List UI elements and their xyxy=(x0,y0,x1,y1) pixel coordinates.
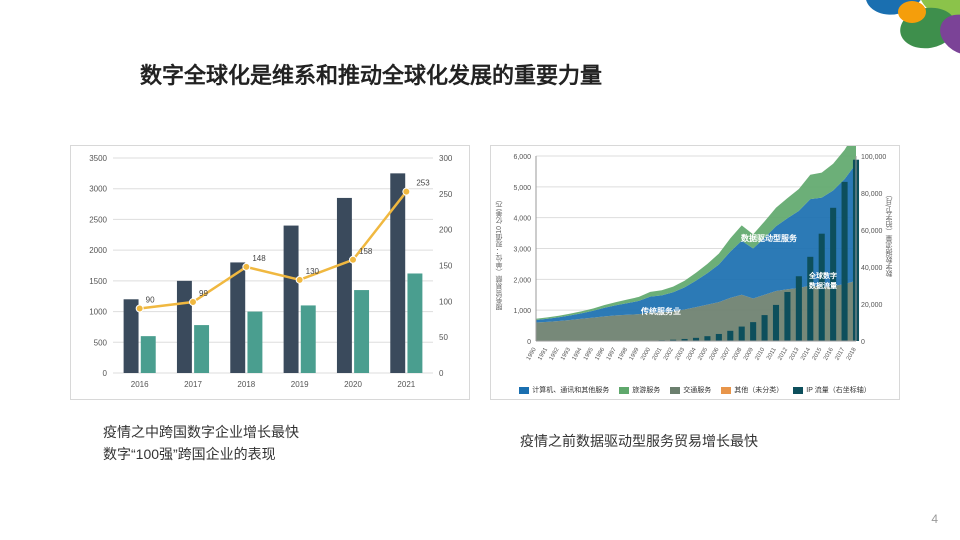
svg-text:2021: 2021 xyxy=(397,380,415,389)
right-chart-right-axis-label: 数字数据流量（拍字节/月） xyxy=(885,191,895,277)
svg-text:300: 300 xyxy=(439,154,453,163)
corner-decoration xyxy=(800,0,960,80)
svg-text:2003: 2003 xyxy=(674,346,686,361)
svg-text:2020: 2020 xyxy=(344,380,362,389)
svg-text:2005: 2005 xyxy=(697,346,709,361)
svg-text:20,000: 20,000 xyxy=(861,302,883,309)
left-chart: 0 500 1000 1500 2000 2500 3000 3500 0 50 100 150 200… xyxy=(70,145,470,400)
chart-area: 0500100015002000250030003500050100150200… xyxy=(70,145,900,400)
svg-text:1992: 1992 xyxy=(549,346,561,361)
svg-text:6,000: 6,000 xyxy=(513,154,531,161)
legend-item: 其他（未分类） xyxy=(721,385,783,395)
svg-text:2012: 2012 xyxy=(777,346,789,361)
svg-text:2009: 2009 xyxy=(743,346,755,361)
svg-text:80,000: 80,000 xyxy=(861,191,883,198)
legend-item: 计算机、通讯和其他服务 xyxy=(519,385,609,395)
svg-text:2018: 2018 xyxy=(237,380,255,389)
page-title: 数字全球化是维系和推动全球化发展的重要力量 xyxy=(140,58,602,90)
left-caption-line2: 数字“100强”跨国企业的表现 xyxy=(103,443,299,465)
svg-text:40,000: 40,000 xyxy=(861,265,883,272)
svg-text:200: 200 xyxy=(439,226,453,235)
left-caption-line1: 疫情之中跨国数字企业增长最快 xyxy=(103,421,299,443)
svg-text:1993: 1993 xyxy=(560,346,572,361)
svg-text:1996: 1996 xyxy=(594,346,606,361)
svg-text:2018: 2018 xyxy=(846,346,858,361)
svg-text:0: 0 xyxy=(103,369,108,378)
legend-item: 交通服务 xyxy=(670,385,711,395)
svg-text:150: 150 xyxy=(439,262,453,271)
svg-text:1999: 1999 xyxy=(629,346,641,361)
svg-text:全球数字: 全球数字 xyxy=(808,271,837,280)
svg-text:4,000: 4,000 xyxy=(513,216,531,223)
svg-text:130: 130 xyxy=(306,267,320,276)
right-chart: 0 1,000 2,000 3,000 4,000 5,000 6,000 0 20,000 40… xyxy=(490,145,900,400)
svg-text:2015: 2015 xyxy=(812,346,824,361)
legend-item: IP 流量（右坐标轴） xyxy=(793,385,870,395)
svg-text:60,000: 60,000 xyxy=(861,228,883,235)
svg-text:2001: 2001 xyxy=(652,346,664,361)
svg-text:1000: 1000 xyxy=(89,308,107,317)
svg-text:1995: 1995 xyxy=(583,346,595,361)
svg-text:2010: 2010 xyxy=(754,346,766,361)
svg-text:数据流量: 数据流量 xyxy=(809,281,837,290)
svg-text:250: 250 xyxy=(439,190,453,199)
svg-text:100: 100 xyxy=(439,297,453,306)
page-number: 4 xyxy=(931,512,938,526)
svg-text:2013: 2013 xyxy=(789,346,801,361)
svg-text:2004: 2004 xyxy=(686,346,698,361)
svg-text:253: 253 xyxy=(416,179,430,188)
svg-text:2017: 2017 xyxy=(184,380,202,389)
svg-text:1990: 1990 xyxy=(526,346,538,361)
svg-text:3000: 3000 xyxy=(89,185,107,194)
svg-text:2500: 2500 xyxy=(89,215,107,224)
right-chart-left-axis-label: 服务贸易额（单位：现值10 亿美元） xyxy=(495,196,505,311)
svg-text:2002: 2002 xyxy=(663,346,675,361)
svg-text:1997: 1997 xyxy=(606,346,618,361)
svg-text:2016: 2016 xyxy=(823,346,835,361)
svg-text:1500: 1500 xyxy=(89,277,107,286)
svg-text:1994: 1994 xyxy=(572,346,584,361)
svg-text:2006: 2006 xyxy=(709,346,721,361)
svg-text:3500: 3500 xyxy=(89,154,107,163)
svg-text:2019: 2019 xyxy=(291,380,309,389)
left-caption: 疫情之中跨国数字企业增长最快 数字“100强”跨国企业的表现 xyxy=(103,421,299,466)
svg-text:158: 158 xyxy=(359,247,373,256)
svg-text:2000: 2000 xyxy=(89,246,107,255)
svg-text:2017: 2017 xyxy=(834,346,846,361)
svg-text:99: 99 xyxy=(199,289,208,298)
svg-text:2000: 2000 xyxy=(640,346,652,361)
svg-text:2016: 2016 xyxy=(131,380,149,389)
svg-text:0: 0 xyxy=(861,339,865,346)
svg-text:传统服务业: 传统服务业 xyxy=(640,306,681,316)
svg-text:0: 0 xyxy=(527,339,531,346)
svg-text:1991: 1991 xyxy=(537,346,549,361)
svg-text:1998: 1998 xyxy=(617,346,629,361)
svg-text:0: 0 xyxy=(439,369,444,378)
svg-text:1,000: 1,000 xyxy=(513,308,531,315)
svg-text:2014: 2014 xyxy=(800,346,812,361)
legend-item: 旅游服务 xyxy=(619,385,660,395)
svg-text:50: 50 xyxy=(439,333,448,342)
svg-text:2008: 2008 xyxy=(732,346,744,361)
svg-text:2007: 2007 xyxy=(720,346,732,361)
svg-text:148: 148 xyxy=(252,254,266,263)
svg-text:100,000: 100,000 xyxy=(861,154,886,161)
svg-text:5,000: 5,000 xyxy=(513,185,531,192)
right-chart-legend: 计算机、通讯和其他服务旅游服务交通服务其他（未分类） IP 流量（右坐标轴） xyxy=(491,385,899,395)
svg-text:90: 90 xyxy=(146,296,155,305)
right-caption: 疫情之前数据驱动型服务贸易增长最快 xyxy=(520,430,758,452)
svg-text:3,000: 3,000 xyxy=(513,247,531,254)
svg-text:数据驱动型服务: 数据驱动型服务 xyxy=(741,233,798,243)
svg-text:2,000: 2,000 xyxy=(513,277,531,284)
svg-text:500: 500 xyxy=(94,338,108,347)
